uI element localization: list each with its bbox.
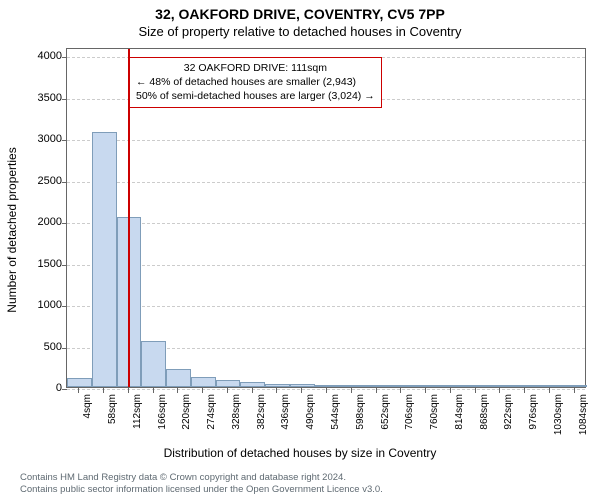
x-tick-label: 1084sqm <box>578 394 589 435</box>
gridline <box>67 306 585 307</box>
y-tick-label: 0 <box>12 382 62 394</box>
x-tick-label: 166sqm <box>157 394 168 430</box>
histogram-bar <box>265 384 290 387</box>
x-tick-mark <box>276 388 277 393</box>
x-tick-mark <box>103 388 104 393</box>
y-tick-label: 1000 <box>12 299 62 311</box>
x-tick-mark <box>153 388 154 393</box>
y-tick-mark <box>62 57 67 58</box>
attribution-line-2: Contains public sector information licen… <box>20 484 383 496</box>
y-tick-mark <box>62 389 67 390</box>
histogram-bar <box>141 341 166 387</box>
histogram-bar <box>240 382 265 387</box>
x-tick-mark <box>524 388 525 393</box>
x-tick-mark <box>400 388 401 393</box>
x-tick-label: 760sqm <box>429 394 440 430</box>
x-tick-mark <box>78 388 79 393</box>
attribution-line-1: Contains HM Land Registry data © Crown c… <box>20 472 383 484</box>
histogram-bar <box>315 385 340 387</box>
histogram-bar <box>389 385 414 387</box>
x-tick-label: 814sqm <box>454 394 465 430</box>
gridline <box>67 182 585 183</box>
x-axis-title: Distribution of detached houses by size … <box>0 446 600 460</box>
x-tick-mark <box>351 388 352 393</box>
annotation-left-line: ← 48% of detached houses are smaller (2,… <box>136 75 375 89</box>
y-tick-label: 1500 <box>12 258 62 270</box>
y-tick-mark <box>62 265 67 266</box>
histogram-bar <box>414 385 439 387</box>
histogram-bar <box>438 385 463 387</box>
y-tick-mark <box>62 140 67 141</box>
x-tick-label: 922sqm <box>503 394 514 430</box>
x-tick-label: 328sqm <box>231 394 242 430</box>
histogram-bar <box>191 377 216 387</box>
chart-title: 32, OAKFORD DRIVE, COVENTRY, CV5 7PP <box>0 6 600 22</box>
x-tick-label: 544sqm <box>330 394 341 430</box>
chart-subtitle: Size of property relative to detached ho… <box>0 24 600 39</box>
y-tick-label: 3000 <box>12 133 62 145</box>
x-tick-label: 652sqm <box>380 394 391 430</box>
x-tick-label: 58sqm <box>107 394 118 424</box>
x-tick-mark <box>549 388 550 393</box>
chart-root: { "title": { "main": "32, OAKFORD DRIVE,… <box>0 0 600 500</box>
y-tick-mark <box>62 306 67 307</box>
x-tick-label: 220sqm <box>181 394 192 430</box>
x-tick-label: 868sqm <box>479 394 490 430</box>
x-tick-label: 4sqm <box>82 394 93 418</box>
histogram-bar <box>488 385 513 387</box>
attribution-text: Contains HM Land Registry data © Crown c… <box>20 472 383 496</box>
gridline <box>67 140 585 141</box>
y-tick-label: 4000 <box>12 50 62 62</box>
histogram-bar <box>166 369 191 387</box>
x-tick-mark <box>301 388 302 393</box>
x-tick-mark <box>450 388 451 393</box>
x-tick-label: 490sqm <box>305 394 316 430</box>
x-tick-mark <box>128 388 129 393</box>
x-tick-label: 1030sqm <box>553 394 564 435</box>
y-tick-label: 2000 <box>12 216 62 228</box>
y-tick-label: 500 <box>12 341 62 353</box>
x-tick-label: 274sqm <box>206 394 217 430</box>
y-tick-mark <box>62 182 67 183</box>
x-tick-mark <box>499 388 500 393</box>
histogram-bar <box>339 385 364 387</box>
histogram-bar <box>92 132 117 387</box>
gridline <box>67 265 585 266</box>
histogram-bar <box>290 384 315 387</box>
histogram-bar <box>216 380 241 387</box>
y-tick-mark <box>62 348 67 349</box>
x-tick-label: 598sqm <box>355 394 366 430</box>
gridline <box>67 223 585 224</box>
y-tick-mark <box>62 99 67 100</box>
x-tick-mark <box>252 388 253 393</box>
x-tick-label: 976sqm <box>528 394 539 430</box>
x-tick-mark <box>326 388 327 393</box>
x-tick-mark <box>574 388 575 393</box>
histogram-bar <box>463 385 488 387</box>
x-tick-label: 706sqm <box>404 394 415 430</box>
histogram-bar <box>537 385 562 387</box>
x-tick-label: 382sqm <box>256 394 267 430</box>
histogram-bar <box>67 378 92 387</box>
annotation-title: 32 OAKFORD DRIVE: 111sqm <box>136 61 375 75</box>
x-tick-mark <box>376 388 377 393</box>
y-tick-label: 3500 <box>12 92 62 104</box>
annotation-box: 32 OAKFORD DRIVE: 111sqm ← 48% of detach… <box>129 57 382 108</box>
histogram-bar <box>513 385 538 387</box>
x-tick-mark <box>227 388 228 393</box>
annotation-right-line: 50% of semi-detached houses are larger (… <box>136 89 375 103</box>
y-tick-mark <box>62 223 67 224</box>
x-tick-label: 436sqm <box>280 394 291 430</box>
x-tick-mark <box>177 388 178 393</box>
x-tick-mark <box>425 388 426 393</box>
y-tick-label: 2500 <box>12 175 62 187</box>
histogram-bar <box>562 385 587 387</box>
x-tick-mark <box>475 388 476 393</box>
histogram-bar <box>364 385 389 387</box>
x-tick-mark <box>202 388 203 393</box>
x-tick-label: 112sqm <box>132 394 143 429</box>
